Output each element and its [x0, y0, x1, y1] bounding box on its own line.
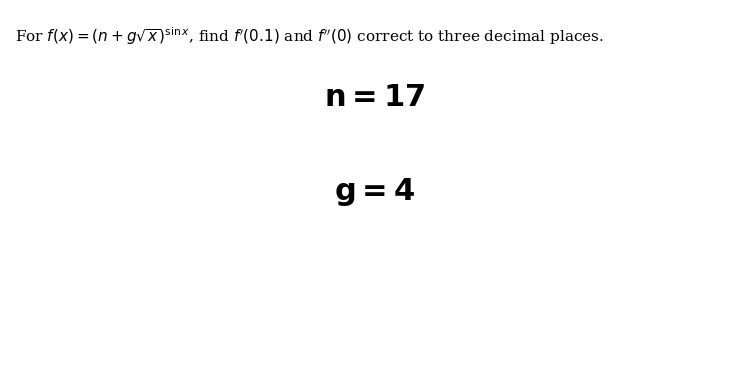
Text: For $f(x) = (n + g\sqrt{x})^{\sin x}$, find $f^{\prime}(0.1)$ and $f^{\prime\pri: For $f(x) = (n + g\sqrt{x})^{\sin x}$, f… [15, 25, 604, 46]
Text: Differentiation (Finite: Differentiation (Finite [202, 296, 547, 324]
Text: Use Numerical: Use Numerical [261, 239, 488, 267]
Text: $\mathbf{g = 4}$: $\mathbf{g = 4}$ [334, 176, 415, 208]
Text: Differences Calculus).: Differences Calculus). [202, 352, 547, 380]
Text: $\mathbf{n = 17}$: $\mathbf{n = 17}$ [324, 83, 425, 112]
